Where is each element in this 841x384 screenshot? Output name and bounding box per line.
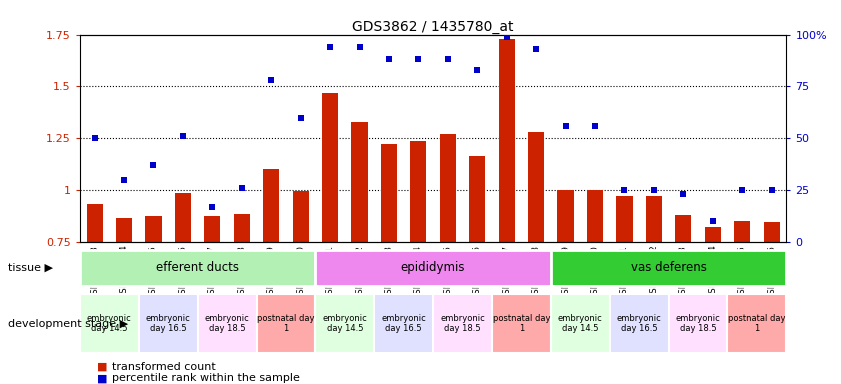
Bar xyxy=(610,294,669,353)
Bar xyxy=(175,193,191,242)
Bar xyxy=(80,294,139,353)
Bar xyxy=(551,250,786,286)
Point xyxy=(411,56,425,63)
Bar xyxy=(352,122,368,242)
Point xyxy=(647,187,660,193)
Bar xyxy=(469,156,485,242)
Title: GDS3862 / 1435780_at: GDS3862 / 1435780_at xyxy=(352,20,514,33)
Text: postnatal day
1: postnatal day 1 xyxy=(257,314,315,333)
Bar xyxy=(257,294,315,353)
Text: postnatal day
1: postnatal day 1 xyxy=(493,314,550,333)
Text: percentile rank within the sample: percentile rank within the sample xyxy=(112,373,299,383)
Point xyxy=(676,191,690,197)
Point xyxy=(706,218,719,224)
Bar xyxy=(499,39,515,242)
Bar xyxy=(87,204,103,242)
Point xyxy=(117,177,130,183)
Point xyxy=(470,67,484,73)
Text: embryonic
day 18.5: embryonic day 18.5 xyxy=(675,314,721,333)
Bar xyxy=(322,93,338,242)
Bar xyxy=(587,190,603,242)
Bar xyxy=(528,132,544,242)
Bar xyxy=(616,196,632,242)
Bar xyxy=(116,218,132,242)
Point xyxy=(617,187,631,193)
Point xyxy=(764,187,778,193)
Text: ■: ■ xyxy=(97,373,111,383)
Text: embryonic
day 14.5: embryonic day 14.5 xyxy=(322,314,368,333)
Bar xyxy=(263,169,279,242)
Bar xyxy=(669,294,727,353)
Text: efferent ducts: efferent ducts xyxy=(156,262,239,274)
Bar xyxy=(139,294,198,353)
Bar xyxy=(315,294,374,353)
Bar xyxy=(80,250,315,286)
Text: development stage ▶: development stage ▶ xyxy=(8,318,129,329)
Point xyxy=(87,135,101,141)
Bar xyxy=(145,216,161,242)
Text: embryonic
day 16.5: embryonic day 16.5 xyxy=(145,314,191,333)
Text: embryonic
day 14.5: embryonic day 14.5 xyxy=(87,314,132,333)
Bar xyxy=(293,191,309,242)
Text: epididymis: epididymis xyxy=(401,262,465,274)
Text: transformed count: transformed count xyxy=(112,362,215,372)
Bar xyxy=(381,144,397,242)
Bar xyxy=(315,250,551,286)
Text: embryonic
day 14.5: embryonic day 14.5 xyxy=(558,314,603,333)
Point xyxy=(294,114,307,121)
Bar xyxy=(675,215,691,242)
Bar xyxy=(204,216,220,242)
Bar xyxy=(764,222,780,242)
Bar xyxy=(646,196,662,242)
Point xyxy=(146,162,160,168)
Bar xyxy=(734,221,750,242)
Text: embryonic
day 16.5: embryonic day 16.5 xyxy=(381,314,426,333)
Text: tissue ▶: tissue ▶ xyxy=(8,263,54,273)
Point xyxy=(352,44,366,50)
Point xyxy=(205,204,219,210)
Bar xyxy=(727,294,786,353)
Point xyxy=(264,77,278,83)
Point xyxy=(558,123,572,129)
Point xyxy=(235,185,248,191)
Bar xyxy=(198,294,257,353)
Point xyxy=(735,187,748,193)
Bar xyxy=(433,294,492,353)
Point xyxy=(529,46,542,52)
Bar xyxy=(440,134,456,242)
Point xyxy=(500,33,513,40)
Text: embryonic
day 18.5: embryonic day 18.5 xyxy=(204,314,250,333)
Point xyxy=(441,56,454,63)
Bar xyxy=(492,294,551,353)
Text: embryonic
day 16.5: embryonic day 16.5 xyxy=(616,314,662,333)
Text: vas deferens: vas deferens xyxy=(631,262,706,274)
Text: embryonic
day 18.5: embryonic day 18.5 xyxy=(440,314,485,333)
Bar xyxy=(410,141,426,242)
Bar xyxy=(705,227,721,242)
Bar xyxy=(374,294,433,353)
Point xyxy=(323,44,336,50)
Point xyxy=(588,123,601,129)
Text: ■: ■ xyxy=(97,362,111,372)
Text: postnatal day
1: postnatal day 1 xyxy=(728,314,785,333)
Bar xyxy=(234,214,250,242)
Point xyxy=(176,133,189,139)
Bar xyxy=(558,190,574,242)
Point xyxy=(382,56,395,63)
Bar xyxy=(551,294,610,353)
